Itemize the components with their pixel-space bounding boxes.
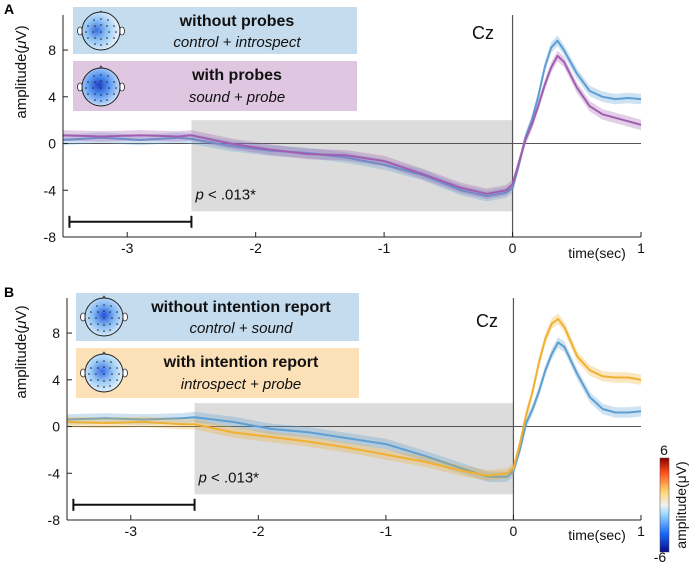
colorbar-min-label: -6 [654,549,667,565]
x-tick-label: -2 [252,523,265,539]
panel-a-label: A [4,1,14,17]
p-symbol: p [198,469,207,486]
legend-subtitle: sound + probe [189,89,285,106]
x-axis-label: time(sec) [568,527,626,543]
y-axis-label: amplitude(μV) [13,25,30,118]
legend: without intention report control + sound [76,293,359,398]
legend-title: without intention report [150,299,331,316]
series-layer [62,35,642,202]
axes: -3 -2 -1 0 1 -8 -4 0 4 8 [48,298,645,539]
legend-item-without-intention-report: without intention report control + sound [76,293,359,341]
series-line-with-intention-report [66,318,642,477]
significance-label: p < .013* [194,186,256,203]
y-tick-label: 4 [48,89,56,105]
legend-item-with-intention-report: with intention report introspect + probe [76,348,359,398]
x-tick-label: -2 [249,240,262,256]
panel-a: A p < .013* -3 -2 -1 0 1 -8 -4 0 4 8 Cz time(sec)… [4,1,645,261]
legend-item-with-probes: with probes sound + probe [73,61,357,111]
topomap-icon [80,351,128,393]
ylabel-unit: V) [13,25,30,40]
x-tick-label: -3 [121,240,134,256]
series-line-without-intention-report [66,341,642,478]
legend-subtitle: introspect + probe [181,376,302,393]
y-tick-label: 4 [52,372,60,388]
x-tick-label: -1 [378,240,391,256]
y-tick-label: 0 [48,136,56,152]
panel-b: B p < .013* -3 -2 -1 0 1 -8 -4 0 4 8 Cz time(sec)… [4,284,645,543]
colorbar-max-label: 6 [660,442,668,458]
significance-region [191,120,513,212]
x-tick-label: 0 [510,523,518,539]
legend-title: with intention report [163,354,319,371]
series-line-with-probes [62,54,642,195]
y-tick-label: 8 [52,325,60,341]
x-tick-label: 0 [509,240,517,256]
x-tick-label: -1 [380,523,393,539]
x-tick-label: 1 [637,523,645,539]
x-tick-label: 1 [637,240,645,256]
significance-label: p < .013* [198,469,260,486]
y-tick-label: -4 [44,182,57,198]
y-tick-label: -4 [48,465,61,481]
y-axis-label: amplitude(μV) [13,305,30,398]
x-tick-label: -3 [125,523,138,539]
topomap-icon [80,295,128,337]
y-tick-label: -8 [48,512,61,528]
colorbar-label: amplitude(μV) [673,461,689,548]
axes: -3 -2 -1 0 1 -8 -4 0 4 8 [44,15,645,256]
y-tick-label: 8 [48,42,56,58]
topomap-icon [77,10,125,51]
series-layer [66,313,642,482]
legend-item-without-probes: without probes control + introspect [73,7,357,54]
ylabel-text: amplitude( [13,49,30,119]
ylabel-unit: V) [13,305,30,320]
ylabel-mu: μ [13,40,30,49]
ylabel-text: amplitude( [13,329,30,399]
ylabel-mu: μ [13,320,30,329]
channel-label: Cz [476,311,498,331]
legend: without probes control + introspect [73,7,357,111]
p-symbol: p [194,186,203,203]
x-axis-label: time(sec) [568,245,626,261]
p-rest: < .013* [207,469,259,486]
p-rest: < .013* [204,186,256,203]
colorbar: 6 -6 amplitude(μV) [654,442,689,565]
y-tick-label: 0 [52,419,60,435]
series-line-without-probes [62,39,642,198]
panel-b-label: B [4,284,14,300]
legend-subtitle: control + introspect [173,34,301,51]
y-tick-label: -8 [44,229,57,245]
colorbar-gradient [659,457,670,553]
topomap-icon [77,65,125,107]
legend-title: without probes [179,13,295,30]
channel-label: Cz [472,23,494,43]
legend-title: with probes [191,67,282,84]
series-band-with-intention-report [67,313,641,481]
legend-subtitle: control + sound [190,320,294,337]
